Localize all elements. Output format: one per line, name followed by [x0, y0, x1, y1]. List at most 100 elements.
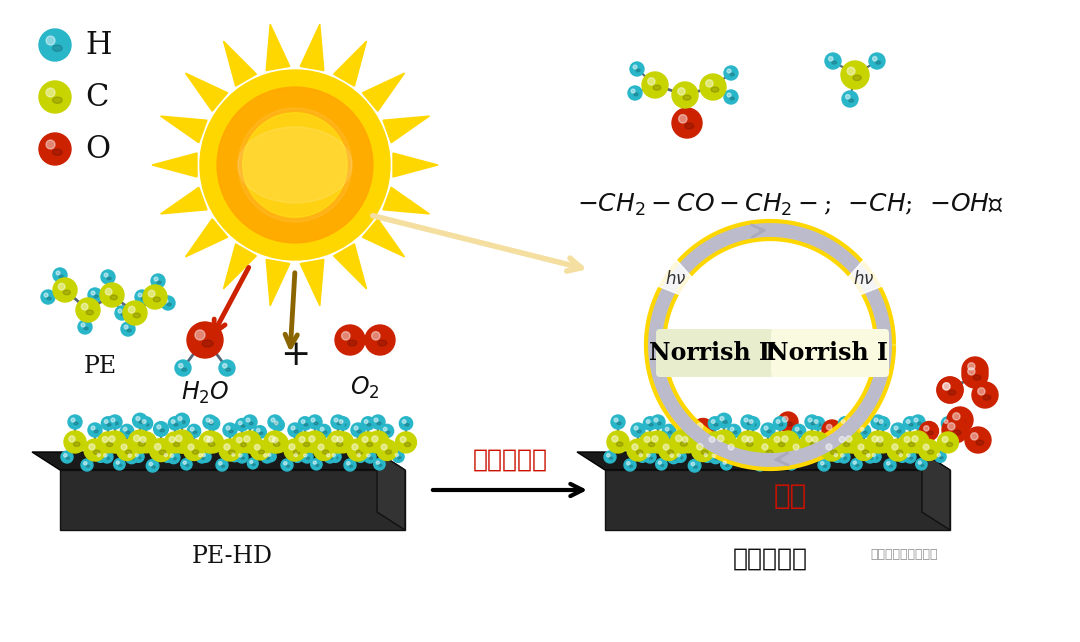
Circle shape [266, 451, 276, 462]
Ellipse shape [110, 295, 118, 300]
Circle shape [383, 428, 387, 431]
Circle shape [64, 431, 86, 453]
Circle shape [805, 451, 816, 462]
Circle shape [148, 290, 156, 297]
Circle shape [968, 368, 975, 375]
Circle shape [146, 460, 159, 472]
Circle shape [226, 426, 230, 430]
Circle shape [319, 444, 324, 450]
Ellipse shape [747, 422, 752, 425]
Circle shape [372, 415, 384, 429]
Text: 碳基化合物: 碳基化合物 [732, 548, 808, 571]
Ellipse shape [266, 457, 270, 460]
Circle shape [217, 87, 373, 243]
Ellipse shape [138, 442, 145, 446]
Circle shape [164, 299, 168, 303]
Ellipse shape [314, 422, 319, 425]
Text: $-CH_2-CO-CH_2-$;  $-CH$;  $-OH$等: $-CH_2-CO-CH_2-$; $-CH$; $-OH$等 [577, 192, 1003, 218]
Text: PE-HD: PE-HD [191, 545, 272, 568]
Circle shape [934, 451, 946, 462]
Ellipse shape [909, 424, 913, 426]
Ellipse shape [341, 442, 348, 447]
Circle shape [937, 377, 963, 403]
Circle shape [894, 426, 897, 430]
Ellipse shape [204, 456, 208, 459]
Circle shape [324, 451, 336, 463]
Ellipse shape [221, 465, 225, 467]
Circle shape [334, 418, 338, 422]
Circle shape [685, 420, 688, 424]
Ellipse shape [379, 464, 382, 467]
Circle shape [795, 428, 799, 431]
Circle shape [866, 454, 870, 457]
Ellipse shape [166, 456, 170, 459]
Circle shape [903, 417, 917, 430]
Circle shape [647, 454, 650, 457]
Circle shape [839, 437, 845, 442]
Circle shape [243, 415, 257, 429]
Circle shape [724, 461, 727, 464]
Text: Norrish Ⅱ: Norrish Ⅱ [649, 341, 777, 365]
Circle shape [937, 377, 963, 403]
Circle shape [261, 451, 273, 463]
Circle shape [229, 451, 240, 462]
Circle shape [175, 413, 189, 428]
Circle shape [87, 423, 102, 437]
Circle shape [750, 420, 753, 424]
Circle shape [872, 436, 878, 442]
Circle shape [210, 420, 213, 424]
Ellipse shape [940, 456, 943, 459]
Polygon shape [224, 244, 256, 289]
Ellipse shape [786, 442, 793, 446]
Ellipse shape [173, 457, 176, 460]
Ellipse shape [238, 127, 352, 203]
Circle shape [853, 440, 875, 460]
Ellipse shape [876, 442, 883, 446]
Circle shape [272, 419, 284, 431]
Circle shape [717, 413, 731, 428]
Ellipse shape [928, 450, 934, 454]
Polygon shape [577, 452, 950, 470]
Circle shape [239, 431, 261, 453]
Circle shape [734, 451, 746, 463]
Circle shape [288, 444, 295, 450]
Ellipse shape [779, 442, 785, 447]
Circle shape [203, 415, 217, 429]
Ellipse shape [107, 277, 111, 280]
Polygon shape [300, 259, 324, 306]
Circle shape [937, 453, 941, 456]
Circle shape [942, 417, 955, 430]
Ellipse shape [850, 442, 856, 446]
Ellipse shape [730, 73, 734, 76]
Circle shape [737, 454, 740, 457]
Circle shape [60, 451, 73, 463]
Circle shape [612, 436, 618, 442]
Circle shape [892, 444, 897, 450]
Circle shape [401, 437, 406, 442]
Circle shape [381, 444, 387, 450]
Circle shape [81, 303, 87, 310]
Ellipse shape [84, 327, 89, 330]
Ellipse shape [323, 431, 327, 433]
Circle shape [846, 94, 850, 99]
Ellipse shape [313, 442, 320, 446]
Circle shape [313, 461, 316, 464]
Circle shape [767, 451, 778, 462]
Circle shape [727, 69, 731, 73]
Circle shape [292, 451, 303, 462]
Ellipse shape [843, 442, 850, 447]
Circle shape [120, 424, 134, 438]
Ellipse shape [335, 456, 338, 459]
Circle shape [352, 444, 357, 450]
Circle shape [170, 437, 175, 442]
Circle shape [906, 454, 910, 457]
Ellipse shape [863, 450, 868, 454]
Ellipse shape [752, 424, 756, 426]
Circle shape [39, 133, 71, 165]
Circle shape [846, 436, 852, 442]
Circle shape [81, 459, 93, 471]
Circle shape [264, 454, 267, 457]
Circle shape [740, 451, 751, 462]
Circle shape [168, 417, 181, 430]
Ellipse shape [877, 422, 881, 425]
